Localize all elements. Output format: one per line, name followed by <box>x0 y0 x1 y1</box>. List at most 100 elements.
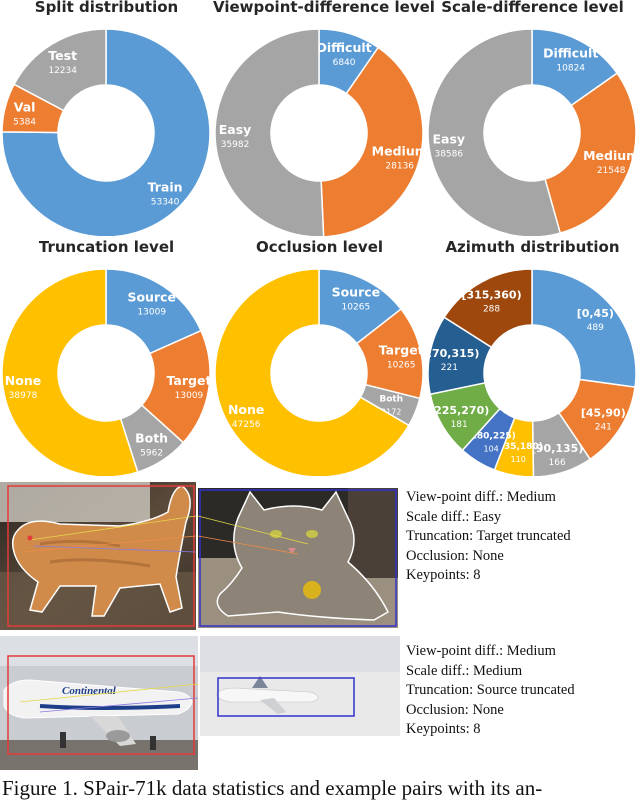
slice-315-360 <box>443 268 533 349</box>
viewpoint-diff-text: View-point diff.: Medium <box>406 489 556 505</box>
slice-label-270-315: [270,315) <box>426 347 479 360</box>
truncation-text: Truncation: Source truncated <box>406 682 575 698</box>
slice-label-target: Target <box>379 343 424 358</box>
scale-diff-text: Scale diff.: Medium <box>406 662 523 679</box>
slice-label-train: Train <box>148 180 183 195</box>
slice-value-none: 38978 <box>9 391 38 401</box>
source-image-cat <box>0 482 196 630</box>
target-image-airplane <box>200 636 400 736</box>
slice-value-source: 10265 <box>342 303 371 313</box>
slice-value-none: 47256 <box>232 420 261 430</box>
slice-test <box>13 28 107 112</box>
slice-value-45-90: 241 <box>595 422 612 432</box>
slice-value-both: 5962 <box>140 449 163 459</box>
slice-label-difficult: Difficult <box>316 40 371 55</box>
slice-label-90-135: [90,135) <box>531 442 584 455</box>
donut-svg: Difficult 6840 Medium 28136 Easy 35982 <box>214 28 426 236</box>
slice-label-target: Target <box>167 373 212 388</box>
slice-label-none: None <box>228 402 264 417</box>
slice-90-135 <box>531 411 592 476</box>
slice-target <box>140 329 211 444</box>
source-image-airplane: Continental <box>0 636 198 770</box>
slice-value-easy: 38586 <box>434 150 463 160</box>
cat-photo-illustration <box>198 488 398 628</box>
chart-occlusion-level: Source 10265 Target 10265 Both 3172 None 47256 … <box>213 238 426 476</box>
scale-diff-text: Scale diff.: Easy <box>406 508 502 525</box>
slice-value-source: 13009 <box>137 308 166 318</box>
slice-value-0-45: 489 <box>587 323 604 333</box>
donut-svg: Difficult 10824 Medium 21548 Easy 38586 <box>427 28 639 236</box>
occlusion-text: Occlusion: None <box>406 547 504 564</box>
slice-value-270-315: 221 <box>441 363 458 373</box>
chart-title: Occlusion level <box>255 238 384 256</box>
slice-value-90-135: 166 <box>549 458 566 468</box>
airplane-photo-illustration <box>200 636 400 736</box>
donut-svg: Source 13009 Target 13009 Both 5962 None 38978 <box>1 268 212 476</box>
slice-none <box>1 268 139 476</box>
example-pair-cats: View-point diff.: Medium Scale diff.: Ea… <box>0 482 640 630</box>
slice-label-0-45: [0,45) <box>577 307 614 320</box>
slice-label-source: Source <box>127 290 176 305</box>
donut-svg: [0,45)489[45,90)241[90,135)166[135,180)1… <box>426 268 637 476</box>
slice-train <box>1 28 211 236</box>
slice-value-180-225: 104 <box>483 444 498 453</box>
slice-value-target: 10265 <box>387 361 416 371</box>
pair-info: View-point diff.: Medium Scale diff.: Ea… <box>406 488 571 586</box>
chart-title: Viewpoint-difference level <box>213 0 435 16</box>
slice-value-225-270: 181 <box>451 420 468 430</box>
slice-label-source: Source <box>332 285 381 300</box>
donut-svg: Train 53340 Val 5384 Test 12234 <box>1 28 211 236</box>
slice-label-easy: Easy <box>219 122 252 137</box>
slice-label-both: Both <box>379 394 403 404</box>
slice-value-medium: 28136 <box>385 161 414 171</box>
chart-viewpoint-difference: Difficult 6840 Medium 28136 Easy 35982 Viewpo… <box>213 0 435 236</box>
slice-label-none: None <box>5 373 41 388</box>
slice-value-test: 12234 <box>48 66 77 76</box>
chart-title: Split distribution <box>34 0 179 16</box>
slice-value-135-180: 110 <box>511 455 526 464</box>
slice-value-train: 53340 <box>151 198 180 208</box>
slice-none <box>214 268 410 476</box>
slice-source <box>105 268 202 355</box>
chart-azimuth-distribution: [0,45) 489 [45,90) 241 [90,135) 166 [135,180) 1… <box>426 238 639 476</box>
chart-title: Truncation level <box>38 238 175 256</box>
slice-value-val: 5384 <box>13 117 36 127</box>
slice-0-45 <box>531 268 637 388</box>
keypoints-text: Keypoints: 8 <box>406 567 481 583</box>
example-pair-airplanes: Continental View-point diff.: Medium Sca… <box>0 636 640 770</box>
slice-label-difficult: Difficult <box>543 45 598 60</box>
keypoints-text: Keypoints: 8 <box>406 721 481 737</box>
slice-label-easy: Easy <box>433 132 466 147</box>
slice-value-easy: 35982 <box>221 140 250 150</box>
slice-value-target: 13009 <box>175 391 204 401</box>
slice-value-315-360: 288 <box>483 304 500 314</box>
slice-label-225-270: [225,270) <box>429 404 489 417</box>
chart-title: Azimuth distribution <box>445 238 620 256</box>
chart-truncation-level: Source 13009 Target 13009 Both 5962 None 38978 … <box>0 238 213 476</box>
slice-medium <box>320 46 424 236</box>
slice-label-180-225: [180,225) <box>467 431 516 441</box>
slice-label-315-360: [315,360) <box>461 288 521 301</box>
truncation-text: Truncation: Target truncated <box>406 528 571 544</box>
chart-split-distribution: Train 53340 Val 5384 Test 12234 Split distrib… <box>0 0 213 236</box>
cat-photo-illustration <box>0 482 196 630</box>
airplane-photo-illustration: Continental <box>0 636 198 770</box>
slice-label-medium: Medium <box>583 148 639 163</box>
pair-info: View-point diff.: Medium Scale diff.: Me… <box>406 642 575 740</box>
slice-label-medium: Medium <box>372 143 426 158</box>
viewpoint-diff-text: View-point diff.: Medium <box>406 643 556 659</box>
slice-medium <box>544 72 637 235</box>
slice-easy <box>214 28 325 236</box>
slice-label-test: Test <box>48 48 77 63</box>
slice-label-135-180: [135,180) <box>494 442 543 452</box>
slice-label-val: Val <box>14 99 36 114</box>
slice-value-medium: 21548 <box>597 166 626 176</box>
donut-svg: Source 10265 Target 10265 Both 3172 None 47256 <box>214 268 424 476</box>
figure-caption: Figure 1. SPair-71k data statistics and … <box>2 776 543 800</box>
slice-easy <box>427 28 562 236</box>
chart-title: Scale-difference level <box>441 0 624 16</box>
occlusion-text: Occlusion: None <box>406 701 504 718</box>
slice-value-both: 3172 <box>381 407 401 416</box>
slice-label-45-90: [45,90) <box>581 406 626 419</box>
chart-scale-difference: Difficult 10824 Medium 21548 Easy 38586 Scale… <box>426 0 639 236</box>
